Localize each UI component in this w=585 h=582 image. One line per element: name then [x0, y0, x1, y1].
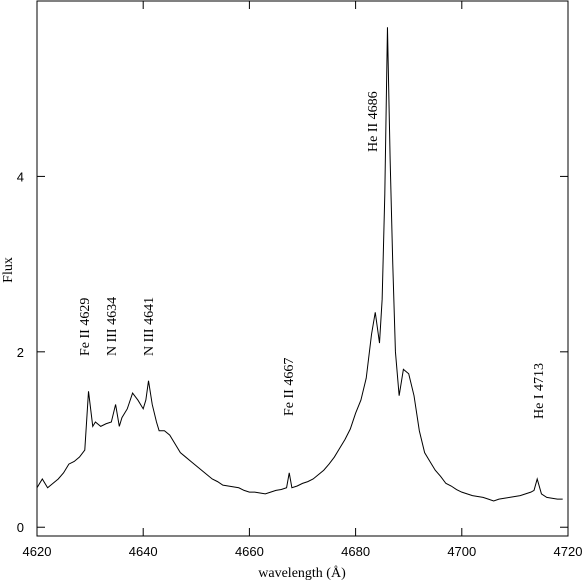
line-annotation: He I 4713 — [532, 363, 547, 419]
x-tick-label: 4700 — [447, 544, 476, 559]
line-annotation: Fe II 4667 — [282, 358, 297, 416]
x-tick-label: 4640 — [129, 544, 158, 559]
x-tick-label: 4720 — [554, 544, 583, 559]
y-tick-label: 4 — [17, 169, 24, 184]
x-tick-label: 4680 — [341, 544, 370, 559]
line-annotation: He II 4686 — [366, 91, 381, 152]
x-axis-label: wavelength (Å) — [258, 565, 346, 581]
spectrum-line — [36, 27, 563, 502]
line-annotation: N III 4634 — [105, 297, 120, 356]
x-tick-label: 4620 — [23, 544, 52, 559]
line-annotation: Fe II 4629 — [78, 298, 93, 356]
x-tick-label: 4660 — [235, 544, 264, 559]
plot-frame — [36, 0, 569, 537]
y-tick-label: 0 — [17, 520, 24, 535]
line-annotation: N III 4641 — [142, 297, 157, 356]
y-axis-label: Flux — [1, 257, 16, 283]
y-tick-label: 2 — [17, 345, 24, 360]
